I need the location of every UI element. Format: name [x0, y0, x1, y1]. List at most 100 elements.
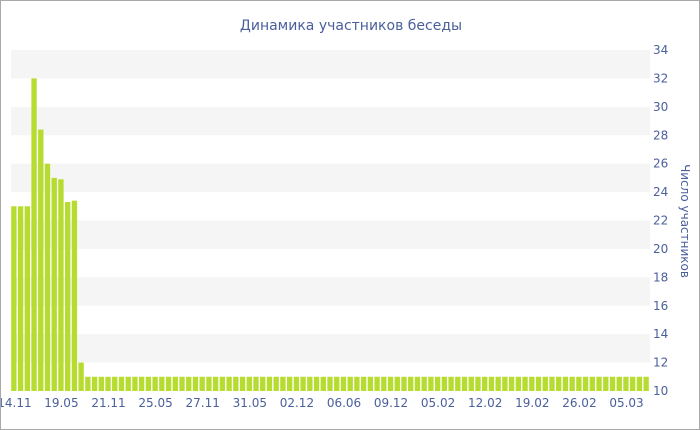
bar [11, 206, 17, 391]
grid-band [11, 277, 650, 306]
bar [508, 376, 515, 391]
bar [172, 376, 178, 391]
y-tick-label: 10 [653, 384, 668, 398]
grid-band [11, 334, 650, 363]
bar [51, 177, 57, 392]
y-tick-label: 32 [653, 71, 668, 85]
bar [78, 362, 84, 391]
bar [226, 376, 232, 391]
bar [219, 376, 226, 391]
bar [233, 376, 239, 391]
bar [562, 376, 569, 391]
bar [556, 376, 562, 391]
grid-bands [11, 50, 650, 363]
bar [24, 206, 30, 391]
bar [58, 179, 64, 391]
bar [159, 376, 165, 391]
bar [105, 376, 111, 391]
bar [125, 376, 131, 391]
bar [145, 376, 152, 391]
bar [132, 376, 138, 391]
bar [515, 376, 521, 391]
bar [31, 78, 37, 392]
bar [542, 376, 548, 391]
bar [616, 376, 622, 391]
bar [300, 376, 306, 391]
y-tick-label: 34 [653, 43, 668, 57]
bar [596, 376, 602, 391]
y-tick-label: 22 [653, 214, 668, 228]
grid-band [11, 50, 650, 79]
bar [246, 376, 252, 391]
bar [280, 376, 286, 391]
bar [273, 376, 279, 391]
bar [91, 376, 98, 391]
bar [260, 376, 266, 391]
y-tick-label: 12 [653, 356, 668, 370]
bar [293, 376, 300, 391]
x-tick-label: 19.05 [44, 396, 78, 410]
bar [603, 376, 609, 391]
x-tick-label: 05.03 [609, 396, 643, 410]
bar [461, 376, 468, 391]
bar [414, 376, 421, 391]
bars [11, 78, 649, 392]
x-tick-label: 21.11 [91, 396, 125, 410]
bar [212, 376, 219, 391]
bar [340, 376, 347, 391]
x-tick-label: 25.05 [138, 396, 172, 410]
y-tick-label: 20 [653, 242, 668, 256]
bar [307, 376, 313, 391]
bar [354, 376, 360, 391]
bar [529, 376, 535, 391]
y-tick-label: 28 [653, 128, 668, 142]
bar [85, 376, 91, 391]
bar [522, 376, 528, 391]
bar [609, 376, 616, 391]
bar [334, 376, 340, 391]
bar [38, 129, 44, 391]
bar [401, 376, 407, 391]
x-tick-label: 06.06 [327, 396, 361, 410]
bar [549, 376, 555, 391]
bar [179, 376, 185, 391]
bar [206, 376, 212, 391]
x-tick-label: 05.02 [421, 396, 455, 410]
bar [313, 376, 320, 391]
bar [502, 376, 508, 391]
x-axis-ticks: 14.11 19.05 21.11 25.05 27.11 31.05 02.12 06.06… [1, 396, 644, 410]
bar [448, 376, 454, 391]
bar [44, 163, 51, 391]
grid-band [11, 220, 650, 249]
x-tick-label: 09.12 [374, 396, 408, 410]
chart-title: Динамика участников беседы [240, 18, 462, 34]
bar [98, 376, 104, 391]
bar [112, 376, 118, 391]
bar [643, 376, 649, 391]
bar [360, 376, 367, 391]
bar [199, 376, 205, 391]
bar [320, 376, 326, 391]
bar [118, 376, 125, 391]
bar [347, 376, 353, 391]
bar [387, 376, 394, 391]
x-tick-label: 12.02 [468, 396, 502, 410]
bar [468, 376, 474, 391]
grid-band [11, 106, 650, 136]
bar [569, 376, 575, 391]
y-tick-label: 30 [653, 100, 668, 114]
bar [192, 376, 199, 391]
bar [139, 376, 145, 391]
bar [428, 376, 434, 391]
bar [589, 376, 595, 391]
x-tick-label: 02.12 [280, 396, 314, 410]
bar [582, 376, 589, 391]
bar [165, 376, 172, 391]
bar [455, 376, 461, 391]
bar [495, 376, 501, 391]
bar [488, 376, 495, 391]
y-tick-label: 14 [653, 327, 668, 341]
y-tick-label: 18 [653, 270, 668, 284]
bar [394, 376, 400, 391]
